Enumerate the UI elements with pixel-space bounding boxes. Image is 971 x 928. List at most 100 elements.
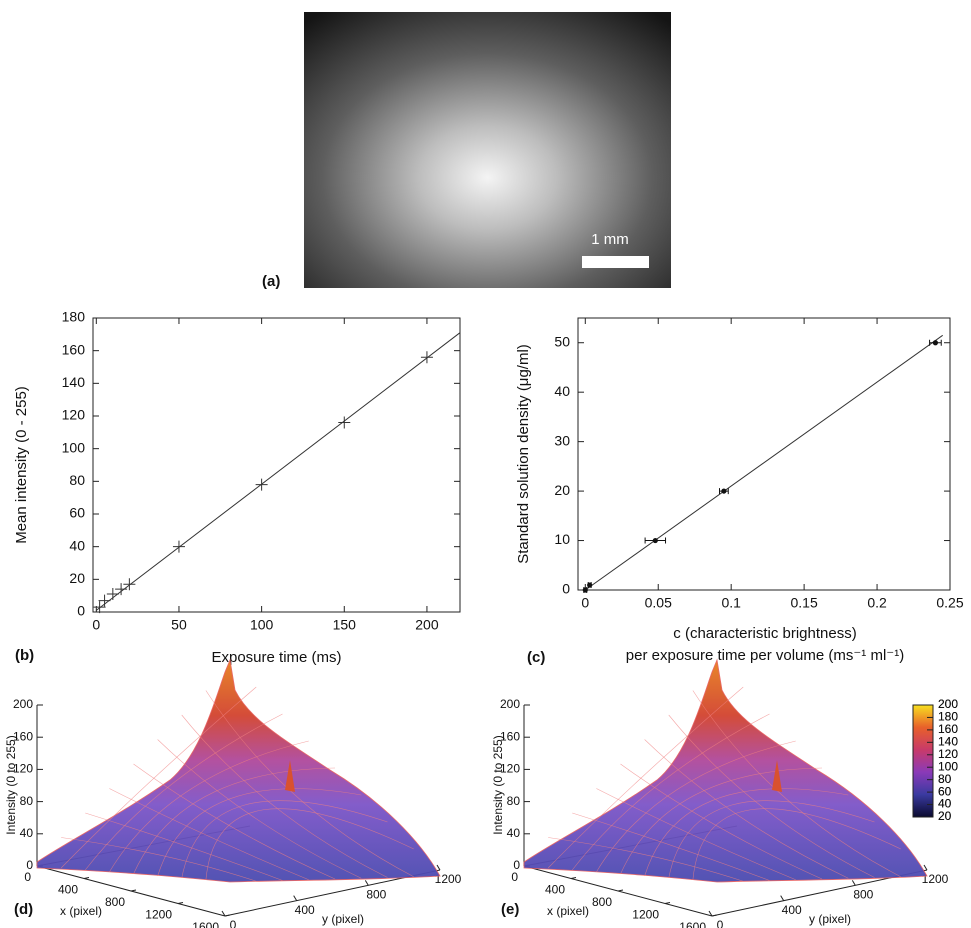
y-tick-label: 60 (69, 505, 85, 521)
data-point (115, 583, 128, 596)
y-tick (708, 910, 713, 917)
x-tick-label: 0 (24, 870, 31, 884)
x-tick (617, 889, 624, 892)
x-tick-label: 400 (545, 883, 565, 897)
surface-mesh (133, 767, 336, 875)
colorbar-tick-label: 100 (938, 759, 958, 773)
x-tick-label: 100 (250, 617, 274, 633)
x-axis-label: c (characteristic brightness) (673, 625, 856, 642)
y-tick-label: 40 (69, 537, 85, 553)
data-point (338, 416, 351, 429)
z-tick-label: 40 (20, 826, 34, 840)
colorbar-tick-label: 180 (938, 710, 958, 724)
colorbar-tick-label: 40 (938, 797, 952, 811)
y-tick-label: 20 (69, 570, 85, 586)
y-tick (851, 880, 856, 886)
surface-mesh (548, 837, 744, 882)
x-tick-label: 0 (581, 595, 589, 611)
z-tick-label: 120 (500, 762, 520, 776)
surface-mesh (205, 808, 414, 881)
spike (772, 760, 782, 792)
surface-mesh (109, 788, 309, 881)
z-tick-label: 0 (513, 858, 520, 872)
surface-mesh (205, 690, 414, 878)
y-axis-label: y (pixel) (809, 912, 851, 926)
x-tick-label: 200 (415, 617, 439, 633)
data-point (98, 594, 111, 607)
x-axis-label: per exposure time per volume (ms⁻¹ ml⁻¹) (626, 647, 904, 664)
data-point (652, 537, 658, 544)
data-point (582, 587, 588, 593)
y-tick-label: 400 (782, 903, 802, 917)
x-tick (83, 877, 90, 879)
x-tick-label: 800 (592, 895, 612, 909)
data-point (587, 582, 593, 588)
data-point (420, 351, 433, 364)
x-tick (224, 914, 231, 917)
fit-line (96, 332, 461, 611)
x-tick (570, 877, 577, 879)
y-tick-label: 80 (69, 472, 85, 488)
plot-frame (92, 317, 461, 613)
colorbar-tick-label: 140 (938, 735, 958, 749)
surface-mesh (644, 739, 849, 879)
surface-mesh (85, 812, 283, 881)
colorbar-tick-label: 200 (938, 697, 958, 711)
z-tick-label: 200 (500, 697, 520, 711)
y-tick-label: 180 (62, 309, 86, 325)
surface-mesh (596, 740, 796, 873)
colorbar-tick-label: 180 (938, 710, 958, 724)
colorbar-tick-label: 140 (938, 735, 958, 749)
y-tick-label: 40 (554, 383, 570, 399)
y-tick (364, 880, 369, 886)
colorbar (912, 704, 934, 818)
y-tick-label: 0 (717, 918, 724, 928)
y-tick (923, 864, 928, 871)
x-tick-label: 1200 (632, 908, 659, 922)
z-tick-label: 40 (507, 826, 521, 840)
colorbar-tick-label: 200 (938, 697, 958, 711)
y-tick-label: 160 (62, 341, 86, 357)
x-tick-label: 0.05 (645, 595, 672, 611)
surface-mesh (60, 686, 257, 869)
z-tick-label: 200 (13, 697, 33, 711)
y-axis-label: Standard solution density (μg/ml) (515, 344, 532, 564)
y-tick-label: 800 (366, 888, 386, 902)
surface-mesh (157, 788, 362, 877)
y-axis-label: y (pixel) (322, 912, 364, 926)
y-tick-label: 800 (853, 888, 873, 902)
y-tick-label: 400 (295, 903, 315, 917)
x-tick (664, 902, 671, 904)
x-tick-label: 150 (333, 617, 357, 633)
z-tick-label: 80 (507, 794, 521, 808)
panel-label: (c) (527, 649, 545, 666)
x-axis-label: Exposure time (ms) (211, 649, 341, 666)
colorbar-tick-label: 60 (938, 784, 952, 798)
x-tick-label: 0.1 (721, 595, 741, 611)
plot-frame (577, 317, 951, 591)
surface-mesh (547, 686, 744, 869)
x-tick-label: 0.25 (936, 595, 963, 611)
surface (36, 658, 441, 883)
data-point (172, 540, 185, 553)
z-tick-label: 80 (20, 794, 34, 808)
colorbar-tick-label: 20 (938, 809, 952, 823)
x-tick-label: 800 (105, 895, 125, 909)
x-tick-label: 1600 (192, 920, 219, 928)
colorbar-tick-label: 100 (938, 759, 958, 773)
y-tick-label: 120 (62, 407, 86, 423)
y-tick-label: 30 (554, 432, 570, 448)
scale-bar (582, 256, 649, 268)
x-axis-label: x (pixel) (60, 904, 102, 918)
data-point (255, 478, 268, 491)
surface (523, 658, 928, 883)
x-tick-label: 0 (511, 870, 518, 884)
x-tick-label: 1200 (145, 908, 172, 922)
surface-mesh (572, 713, 770, 871)
panel-label: (b) (15, 647, 34, 664)
colorbar-tick-label: 80 (938, 772, 952, 786)
colorbar-tick-label: 20 (938, 809, 952, 823)
data-point (932, 340, 939, 346)
